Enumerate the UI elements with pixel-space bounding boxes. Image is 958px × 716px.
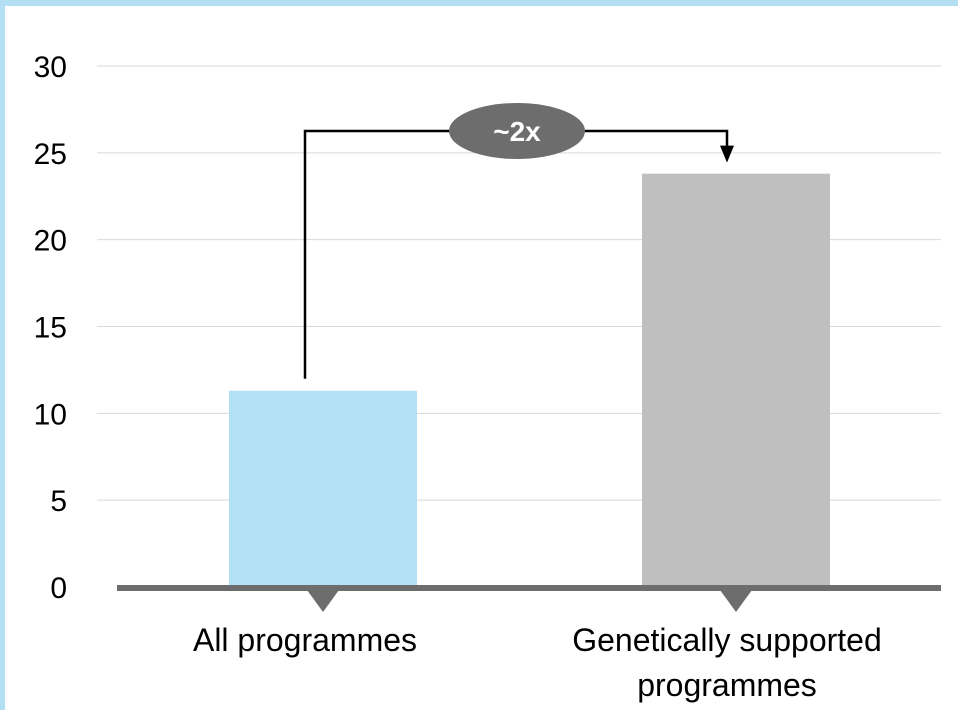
x-tick-label: Genetically supported <box>572 622 882 658</box>
comparison-annotation: ~2x <box>303 103 734 379</box>
bars <box>229 173 830 587</box>
bar-chart: 0 5 10 15 20 25 30 All programmes Genetically s… <box>34 51 941 703</box>
annotation-label: ~2x <box>493 116 541 147</box>
y-tick-label: 30 <box>34 51 67 84</box>
y-tick-label: 5 <box>50 485 67 518</box>
category-pointer-icon <box>307 590 339 612</box>
bar <box>642 173 830 587</box>
y-tick-label: 10 <box>34 398 67 431</box>
x-tick-label: programmes <box>637 667 817 703</box>
bar <box>229 390 417 587</box>
x-axis <box>117 585 941 612</box>
y-tick-label: 20 <box>34 225 67 258</box>
category-pointer-icon <box>720 590 752 612</box>
arrow-down-icon <box>720 145 734 163</box>
x-tick-labels: All programmes Genetically supported progr… <box>193 622 882 703</box>
y-tick-labels: 0 5 10 15 20 25 30 <box>34 51 67 605</box>
y-tick-label: 15 <box>34 312 67 345</box>
y-tick-label: 0 <box>50 572 67 605</box>
y-tick-label: 25 <box>34 138 67 171</box>
x-tick-label: All programmes <box>193 622 417 658</box>
annotation-badge <box>449 103 585 159</box>
